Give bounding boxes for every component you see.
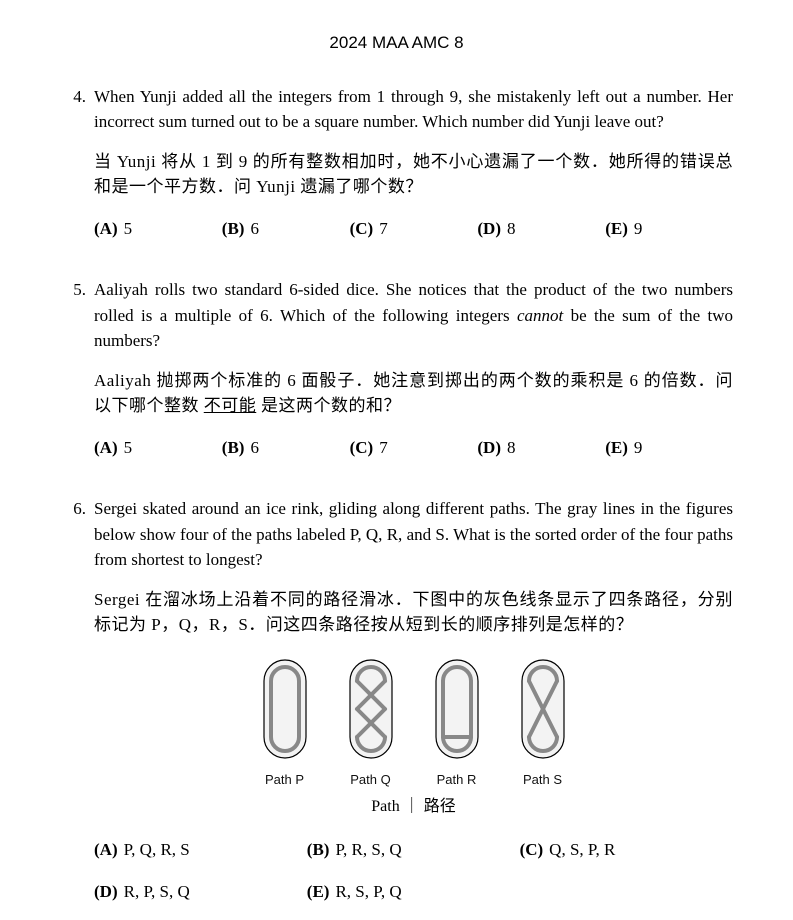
choice-value: 9 xyxy=(634,435,643,461)
problem-6: 6. Sergei skated around an ice rink, gli… xyxy=(60,496,733,920)
choice-b: (B)6 xyxy=(222,435,350,461)
path-s-svg xyxy=(516,654,570,764)
problem-number: 6. xyxy=(60,496,94,920)
choice-value: 5 xyxy=(124,216,133,242)
problem-text-cn: Sergei 在溜冰场上沿着不同的路径滑冰．下图中的灰色线条显示了四条路径，分别… xyxy=(94,587,733,638)
choice-label: (B) xyxy=(222,435,245,461)
choice-c: (C)Q, S, P, R xyxy=(520,837,733,863)
choice-a: (A)5 xyxy=(94,435,222,461)
choice-e: (E)R, S, P, Q xyxy=(307,879,520,905)
choice-value: 6 xyxy=(250,435,259,461)
choice-label: (D) xyxy=(477,216,501,242)
answer-choices: (A)5 (B)6 (C)7 (D)8 (E) 9 xyxy=(94,435,733,461)
problem-5: 5. Aaliyah rolls two standard 6-sided di… xyxy=(60,277,733,464)
choice-value: R, P, S, Q xyxy=(124,879,190,905)
problem-text-en: When Yunji added all the integers from 1… xyxy=(94,84,733,135)
path-q-svg xyxy=(344,654,398,764)
choice-label: (C) xyxy=(520,837,544,863)
problem-body: Sergei skated around an ice rink, glidin… xyxy=(94,496,733,920)
problem-text-en: Sergei skated around an ice rink, glidin… xyxy=(94,496,733,573)
choice-a: (A)P, Q, R, S xyxy=(94,837,307,863)
choice-label: (D) xyxy=(477,435,501,461)
choice-d: (D)8 xyxy=(477,216,605,242)
choice-value: 8 xyxy=(507,216,516,242)
choice-c: (C)7 xyxy=(350,435,478,461)
figure-q: Path Q xyxy=(344,654,398,790)
choice-e: (E) 9 xyxy=(605,435,733,461)
choice-value: 8 xyxy=(507,435,516,461)
text-part: Aaliyah 抛掷两个标准的 6 面骰子．她注意到掷出的两个数的乘积是 6 的… xyxy=(94,371,733,416)
page-header: 2024 MAA AMC 8 xyxy=(60,30,733,56)
problem-body: Aaliyah rolls two standard 6-sided dice.… xyxy=(94,277,733,464)
problem-number: 4. xyxy=(60,84,94,246)
figure-label: Path S xyxy=(523,770,562,790)
text-italic: cannot xyxy=(517,306,563,325)
choice-label: (A) xyxy=(94,216,118,242)
problem-4: 4. When Yunji added all the integers fro… xyxy=(60,84,733,246)
choice-label: (B) xyxy=(222,216,245,242)
choice-label: (A) xyxy=(94,837,118,863)
figure-p: Path P xyxy=(258,654,312,790)
choice-value: 5 xyxy=(124,435,133,461)
problem-body: When Yunji added all the integers from 1… xyxy=(94,84,733,246)
figure-label: Path P xyxy=(265,770,304,790)
choice-value: 7 xyxy=(379,216,388,242)
choice-e: (E) 9 xyxy=(605,216,733,242)
choice-label: (A) xyxy=(94,435,118,461)
path-p-svg xyxy=(258,654,312,764)
figure-s: Path S xyxy=(516,654,570,790)
choice-label: (C) xyxy=(350,435,374,461)
choice-label: (C) xyxy=(350,216,374,242)
choice-value: P, Q, R, S xyxy=(124,837,190,863)
choice-c: (C)7 xyxy=(350,216,478,242)
choice-value: R, S, P, Q xyxy=(335,879,401,905)
problem-text-cn: Aaliyah 抛掷两个标准的 6 面骰子．她注意到掷出的两个数的乘积是 6 的… xyxy=(94,368,733,419)
choice-value: 7 xyxy=(379,435,388,461)
choice-a: (A)5 xyxy=(94,216,222,242)
choice-value: 6 xyxy=(250,216,259,242)
problem-text-cn: 当 Yunji 将从 1 到 9 的所有整数相加时，她不小心遗漏了一个数．她所得… xyxy=(94,149,733,200)
figure-row: Path P Path Q xyxy=(94,654,733,790)
figure-r: Path R xyxy=(430,654,484,790)
choice-label: (E) xyxy=(307,879,330,905)
figure-label: Path R xyxy=(437,770,477,790)
path-r-svg xyxy=(430,654,484,764)
text-underline: 不可能 xyxy=(204,396,257,415)
answer-choices: (A)5 (B)6 (C)7 (D)8 (E) 9 xyxy=(94,216,733,242)
text-part: 是这两个数的和？ xyxy=(256,396,401,415)
choice-value: P, R, S, Q xyxy=(335,837,401,863)
choice-label: (B) xyxy=(307,837,330,863)
problem-number: 5. xyxy=(60,277,94,464)
choice-b: (B)P, R, S, Q xyxy=(307,837,520,863)
choice-value: Q, S, P, R xyxy=(549,837,615,863)
choice-b: (B)6 xyxy=(222,216,350,242)
choice-label: (E) xyxy=(605,435,628,461)
choice-value: 9 xyxy=(634,216,643,242)
figure-caption: Path ｜ 路径 xyxy=(94,795,733,819)
choice-label: (D) xyxy=(94,879,118,905)
figure-label: Path Q xyxy=(350,770,390,790)
choice-label: (E) xyxy=(605,216,628,242)
problem-text-en: Aaliyah rolls two standard 6-sided dice.… xyxy=(94,277,733,354)
choice-d: (D)8 xyxy=(477,435,605,461)
choice-d: (D)R, P, S, Q xyxy=(94,879,307,905)
answer-choices: (A)P, Q, R, S (B)P, R, S, Q (C)Q, S, P, … xyxy=(94,837,733,920)
